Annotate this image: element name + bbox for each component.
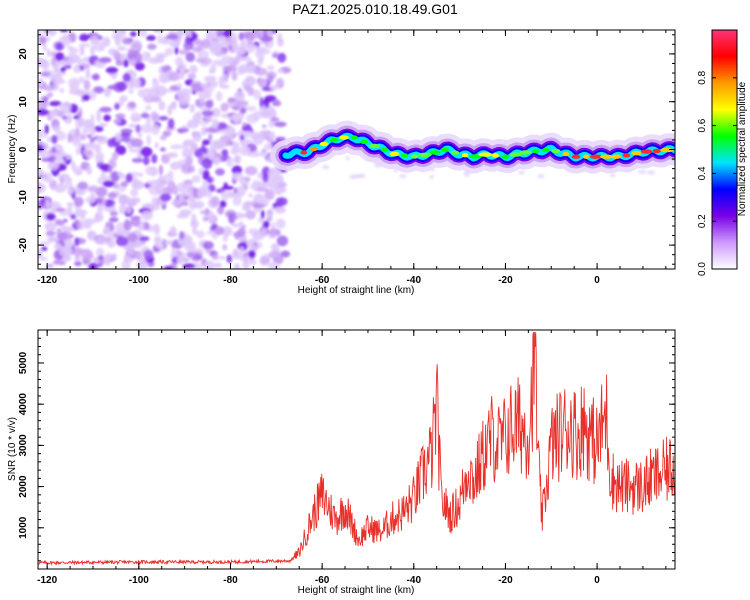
x-tick-label: -40 (407, 575, 422, 586)
x-tick-label: 0 (594, 575, 600, 586)
snr-y-label: SNR (10 * v/v) (7, 417, 18, 481)
x-tick-label: -20 (498, 575, 513, 586)
snr-frame (37, 329, 676, 570)
y-tick-label: 10 (18, 96, 29, 108)
x-tick-label: 0 (594, 275, 600, 286)
spectrogram-y-label: Frequency (Hz) (7, 115, 18, 184)
snr-y-axis: 1000 2000 3000 4000 5000 (18, 329, 675, 570)
colorbar-tick-label: 0.2 (697, 214, 708, 228)
spectrogram-y-axis: -20 -10 0 10 20 (18, 34, 675, 265)
snr-plot-area (38, 330, 675, 569)
x-tick-label: -120 (37, 575, 57, 586)
y-tick-label: 0 (18, 146, 29, 152)
colorbar-gradient (711, 29, 738, 270)
snr-series (37, 332, 676, 566)
x-tick-label: -80 (223, 575, 238, 586)
spectrogram-image (38, 30, 675, 269)
x-tick-label: -100 (129, 275, 149, 286)
x-tick-label: -60 (315, 575, 330, 586)
y-tick-label: 4000 (18, 393, 29, 416)
snr-x-label: Height of straight line (km) (298, 585, 415, 596)
y-tick-label: 3000 (18, 434, 29, 457)
colorbar-label: Normalized spectral amplitude (737, 81, 748, 216)
noise-blobs (38, 30, 292, 269)
colorbar-tick-label: 0.0 (697, 262, 708, 276)
y-tick-label: -20 (18, 237, 29, 252)
y-tick-label: 1000 (18, 516, 29, 539)
colorbar-tick-label: 0.8 (697, 70, 708, 84)
y-tick-label: -10 (18, 190, 29, 205)
snr-line (37, 332, 676, 566)
x-tick-label: -60 (315, 275, 330, 286)
signal-track-peaks (300, 135, 674, 159)
x-tick-label: -120 (37, 275, 57, 286)
spectrogram-x-axis: -120 -100 -80 -60 -40 -20 0 (37, 30, 667, 286)
colorbar-axis: 0.0 0.2 0.4 0.6 0.8 (697, 70, 737, 276)
y-tick-label: 20 (18, 48, 29, 60)
x-tick-label: -40 (407, 275, 422, 286)
colorbar-tick-label: 0.6 (697, 118, 708, 132)
y-tick-label: 2000 (18, 475, 29, 498)
snr-x-axis: -120 -100 -80 -60 -40 -20 0 (37, 330, 667, 586)
x-tick-label: -80 (223, 275, 238, 286)
snr-panel: -120 -100 -80 -60 -40 -20 0 1000 2000 3000 4000 50… (7, 329, 676, 596)
x-tick-label: -20 (498, 275, 513, 286)
spectrogram-x-label: Height of straight line (km) (298, 285, 415, 296)
colorbar: 0.0 0.2 0.4 0.6 0.8 Normalized spectral ampl… (697, 29, 748, 276)
x-tick-label: -100 (129, 575, 149, 586)
colorbar-tick-label: 0.4 (697, 166, 708, 180)
y-tick-label: 5000 (18, 351, 29, 374)
figure-title: PAZ1.2025.010.18.49.G01 (292, 1, 458, 17)
